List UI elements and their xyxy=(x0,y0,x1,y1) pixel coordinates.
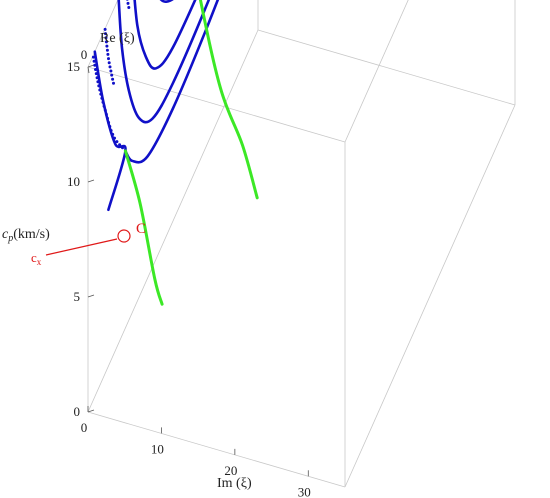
dotted-branch-point xyxy=(92,59,96,63)
dotted-branch-point xyxy=(96,80,100,84)
bounding-box xyxy=(87,0,516,488)
complex-branch-14 xyxy=(198,0,259,200)
point-c-label: C xyxy=(136,221,146,237)
dotted-branch-point xyxy=(101,100,105,104)
cp-tick-mark xyxy=(87,179,95,183)
dotted-branch-point xyxy=(109,129,113,132)
box-edge-base-back xyxy=(257,29,516,106)
dotted-branch-point xyxy=(95,76,99,80)
im-tick-label: 10 xyxy=(151,441,164,456)
dotted-branch-point xyxy=(118,143,122,147)
cx-label-sub: x xyxy=(37,257,42,267)
real-branch-0 xyxy=(93,50,127,212)
real-branch-2 xyxy=(117,0,211,124)
cp-tick-label: 5 xyxy=(74,289,81,304)
annotations: C cx xyxy=(31,221,146,267)
dotted-branch-point xyxy=(102,104,106,108)
real-branch-3 xyxy=(133,0,197,70)
dotted-branch-point xyxy=(103,108,107,112)
dotted-branch-point xyxy=(112,81,115,85)
cp-tick-label: 15 xyxy=(67,59,80,74)
dotted-branch-point xyxy=(98,88,102,92)
im-tick-label: 30 xyxy=(298,484,311,498)
dotted-branch-point xyxy=(105,44,109,48)
dotted-branch-point xyxy=(109,69,113,73)
dotted-branch-point xyxy=(127,6,131,9)
cp-axis-label: cp(km/s) xyxy=(2,227,50,244)
axis-ticks: 05101505100102030 xyxy=(67,47,311,498)
dotted-branch-point xyxy=(108,125,112,128)
dotted-branch-point xyxy=(111,77,115,81)
dotted-branch-point xyxy=(104,112,108,116)
point-c-marker xyxy=(117,229,131,243)
dotted-branch-10 xyxy=(91,55,127,153)
cx-label: cx xyxy=(31,250,42,267)
dotted-branch-point xyxy=(104,36,108,40)
dotted-branch-point xyxy=(105,48,109,52)
dotted-branch-point xyxy=(104,32,107,36)
dotted-branch-point xyxy=(110,73,114,77)
dotted-branch-point xyxy=(111,132,115,136)
im-axis-label: Im (ξ) xyxy=(217,476,252,491)
dotted-branch-point xyxy=(97,84,101,88)
re-axis-label: Re (ξ) xyxy=(100,31,135,46)
dispersion-curves xyxy=(91,0,259,306)
cp-label-main: c xyxy=(2,227,9,242)
cp-label-unit: (km/s) xyxy=(13,227,50,242)
dotted-branch-point xyxy=(100,96,104,100)
dotted-branch-point xyxy=(106,116,109,120)
dotted-branch-11 xyxy=(103,27,115,85)
re-tick-mark xyxy=(87,66,90,74)
im-tick-label: 20 xyxy=(224,463,237,478)
dotted-branch-point xyxy=(94,68,97,71)
cp-tick-mark xyxy=(87,294,95,298)
re-tick-label: 0 xyxy=(81,47,88,62)
dotted-branch-12 xyxy=(126,0,131,9)
box-edge-top-re xyxy=(87,0,119,68)
dotted-branch-point xyxy=(104,40,108,44)
real-branch-1 xyxy=(124,0,220,164)
cp-tick-label: 10 xyxy=(67,174,80,189)
dotted-branch-point xyxy=(106,52,110,56)
dotted-branch-point xyxy=(103,27,107,31)
dotted-branch-point xyxy=(107,57,110,61)
cp-tick-label: 0 xyxy=(74,404,81,419)
dotted-branch-point xyxy=(99,92,103,96)
dotted-branch-point xyxy=(107,61,111,65)
box-edge-top-right xyxy=(344,0,409,143)
cp-label-sub: p xyxy=(7,233,13,244)
dotted-branch-point xyxy=(113,136,116,140)
dotted-branch-point xyxy=(115,140,119,144)
dotted-branch-point xyxy=(94,72,98,76)
complex-branch-13 xyxy=(123,149,164,306)
dotted-branch-point xyxy=(108,65,112,69)
cp-tick-mark xyxy=(87,409,95,413)
dotted-branch-point xyxy=(126,1,130,5)
dotted-branch-point xyxy=(126,0,129,1)
im-tick-label: 0 xyxy=(81,420,88,435)
cp-tick-mark xyxy=(87,64,95,68)
dotted-branch-point xyxy=(107,121,111,124)
dotted-branch-point xyxy=(91,55,95,59)
box-edge-top-im xyxy=(87,66,346,143)
dotted-branch-point xyxy=(121,146,124,150)
cx-label-main: c xyxy=(31,250,37,265)
box-edge-base-re xyxy=(87,29,259,413)
box-edge-base-right xyxy=(344,104,516,488)
cx-leader-line xyxy=(45,238,118,256)
axis-labels: Re (ξ) Im (ξ) cp(km/s) xyxy=(2,31,252,491)
box-edge-base-im xyxy=(87,411,346,488)
dotted-branch-point xyxy=(93,63,97,67)
